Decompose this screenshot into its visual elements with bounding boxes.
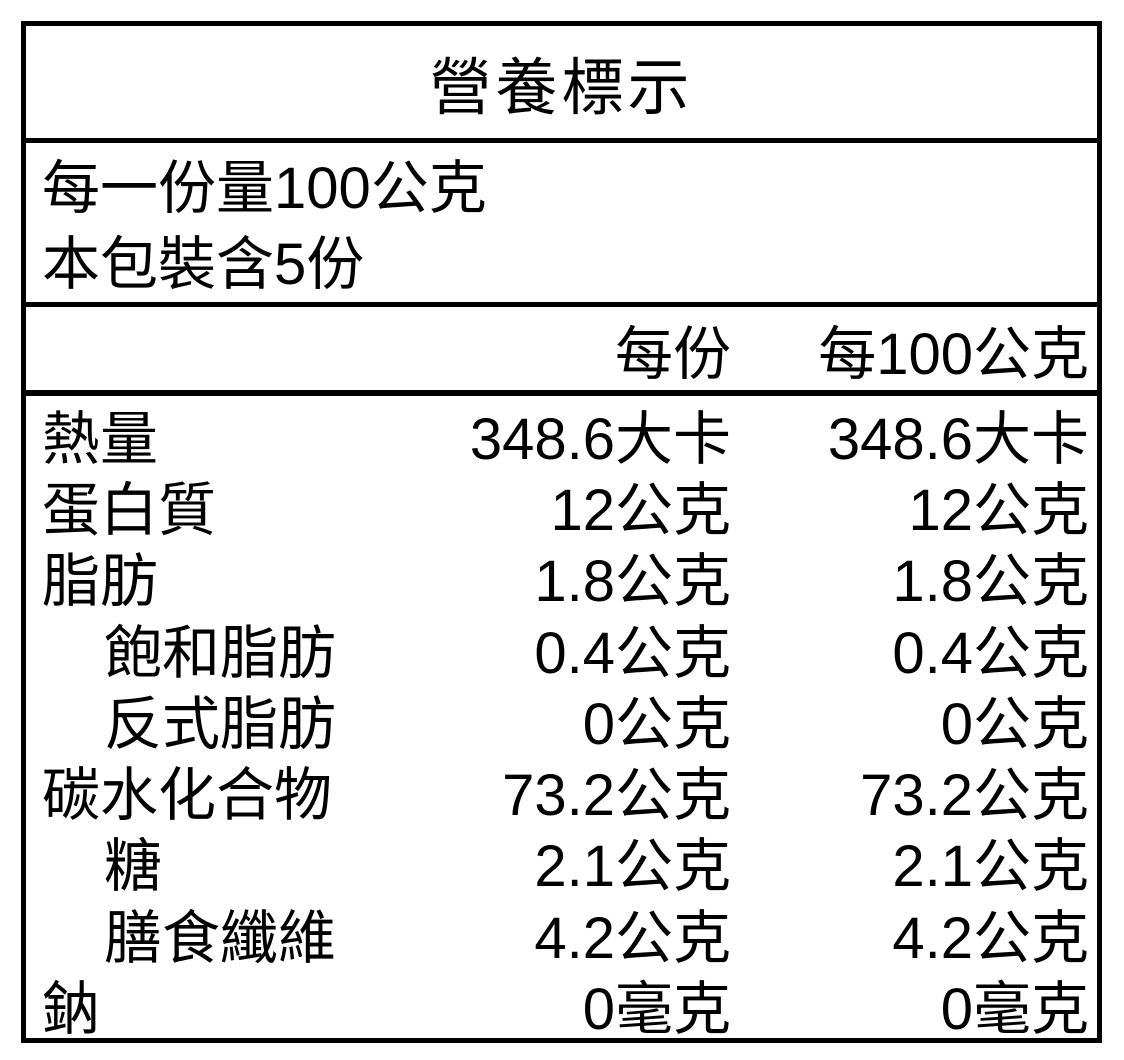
nutrient-name: 膳食纖維	[104, 905, 337, 971]
nutrient-row-saturated-fat: 飽和脂肪 0.4公克 0.4公克	[26, 612, 1097, 686]
nutrient-row-trans-fat: 反式脂肪 0公克 0公克	[26, 683, 1097, 757]
nutrient-value-per-serving: 12公克	[550, 477, 731, 543]
column-header-per-serving: 每份	[614, 321, 731, 387]
nutrient-name: 熱量	[42, 406, 159, 472]
nutrient-value-per-100g: 12公克	[908, 477, 1089, 543]
nutrient-table-body: 熱量 348.6大卡 348.6大卡 蛋白質 12公克 12公克 脂肪 1.8公…	[26, 396, 1097, 1042]
nutrient-name: 碳水化合物	[42, 763, 333, 829]
nutrient-name: 反式脂肪	[104, 691, 337, 757]
servings-per-package-text: 本包裝含5份	[42, 232, 365, 297]
nutrient-name: 蛋白質	[42, 477, 217, 543]
nutrient-value-per-100g: 0毫克	[940, 977, 1089, 1043]
nutrient-value-per-100g: 0公克	[940, 691, 1089, 757]
nutrient-value-per-serving: 0.4公克	[534, 620, 731, 686]
nutrient-name: 鈉	[42, 977, 101, 1043]
nutrient-value-per-serving: 2.1公克	[534, 834, 731, 900]
nutrient-value-per-serving: 348.6大卡	[469, 406, 731, 472]
nutrient-value-per-100g: 348.6大卡	[827, 406, 1089, 472]
column-header-per-100g: 每100公克	[818, 321, 1089, 387]
nutrient-name: 飽和脂肪	[104, 620, 337, 686]
serving-size-text: 每一份量100公克	[42, 156, 487, 221]
nutrition-facts-label: 營養標示 每一份量100公克 本包裝含5份 每份 每100公克 熱量 348.6…	[21, 21, 1102, 1043]
nutrient-value-per-serving: 73.2公克	[502, 763, 731, 829]
nutrient-row-fat: 脂肪 1.8公克 1.8公克	[26, 541, 1097, 614]
nutrient-row-protein: 蛋白質 12公克 12公克	[26, 469, 1097, 543]
nutrient-value-per-serving: 4.2公克	[534, 905, 731, 971]
column-header-row: 每份 每100公克	[26, 307, 1097, 396]
serving-info-section: 每一份量100公克 本包裝含5份	[26, 143, 1097, 307]
nutrient-value-per-100g: 73.2公克	[860, 763, 1089, 829]
nutrient-name: 糖	[104, 834, 163, 900]
label-title-section: 營養標示	[26, 26, 1097, 143]
label-title: 營養標示	[429, 54, 694, 123]
nutrient-row-sugar: 糖 2.1公克 2.1公克	[26, 826, 1097, 899]
nutrient-row-dietary-fiber: 膳食纖維 4.2公克 4.2公克	[26, 897, 1097, 971]
nutrient-row-carbohydrate: 碳水化合物 73.2公克 73.2公克	[26, 754, 1097, 828]
nutrient-value-per-serving: 1.8公克	[534, 549, 731, 615]
nutrient-row-sodium: 鈉 0毫克 0毫克	[26, 968, 1097, 1042]
nutrient-value-per-serving: 0毫克	[582, 977, 731, 1043]
nutrient-value-per-100g: 0.4公克	[892, 620, 1089, 686]
nutrient-value-per-100g: 1.8公克	[892, 549, 1089, 615]
nutrient-row-calories: 熱量 348.6大卡 348.6大卡	[26, 398, 1097, 472]
nutrient-value-per-100g: 4.2公克	[892, 905, 1089, 971]
nutrient-value-per-serving: 0公克	[582, 691, 731, 757]
nutrient-name: 脂肪	[42, 549, 159, 615]
nutrient-value-per-100g: 2.1公克	[892, 834, 1089, 900]
